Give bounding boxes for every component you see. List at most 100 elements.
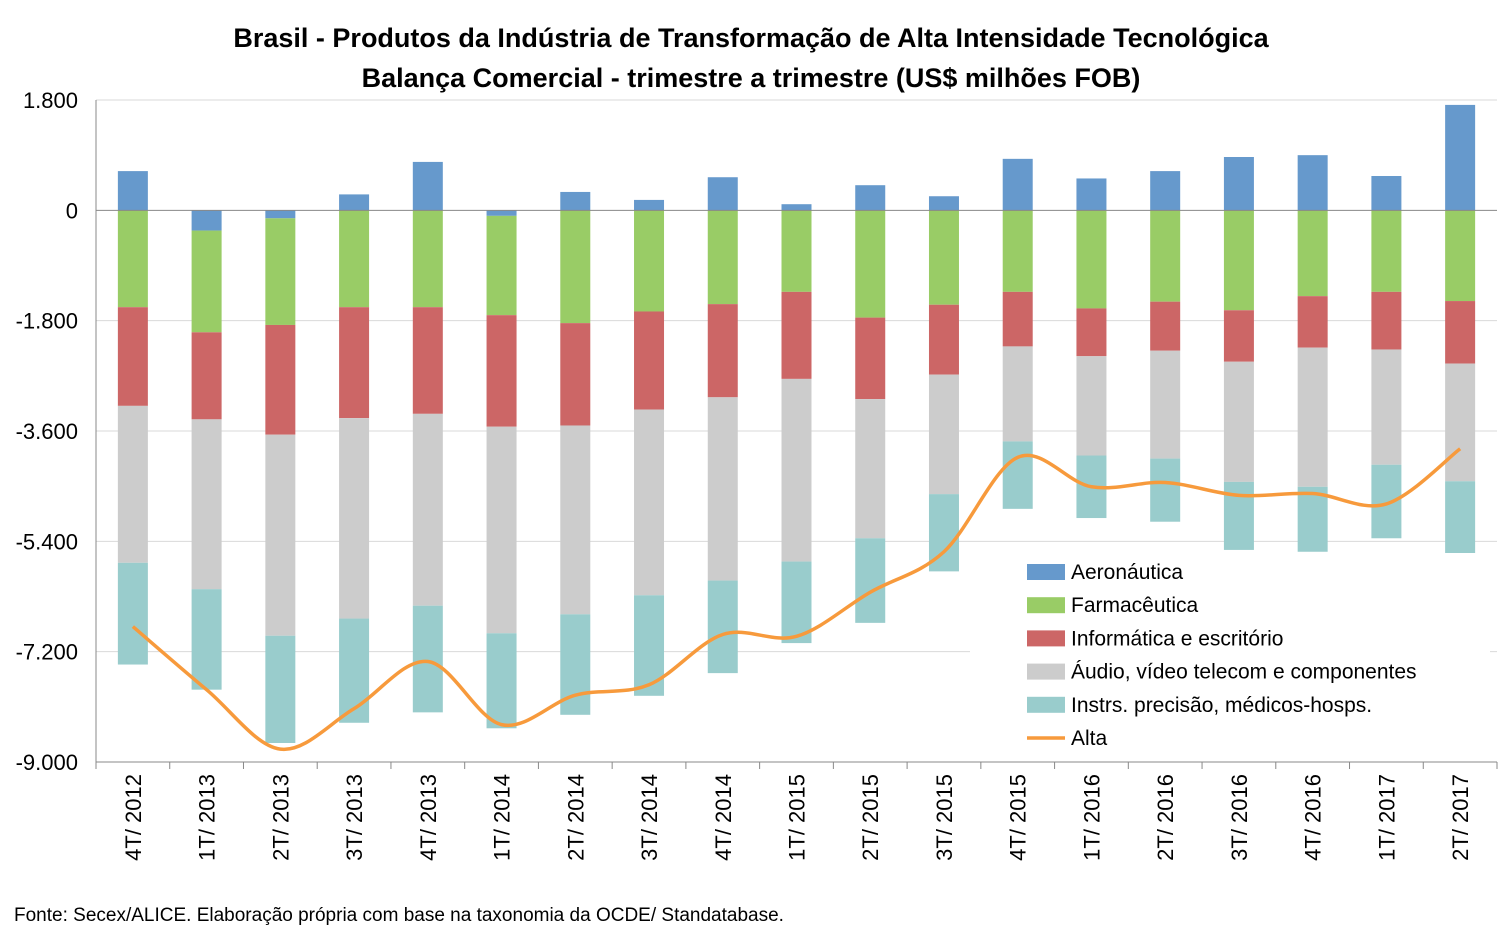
line-alta <box>131 447 1462 751</box>
x-tick-label: 4T/ 2014 <box>711 774 736 861</box>
bar-segment <box>634 210 665 312</box>
bar-segment <box>1223 361 1254 482</box>
x-tick-label: 2T/ 2014 <box>563 774 588 861</box>
x-tick-label: 1T/ 2016 <box>1079 774 1104 861</box>
bar-segment <box>1297 347 1328 487</box>
bar-segment <box>486 633 517 729</box>
bar-segment <box>339 618 370 723</box>
bar-segment <box>265 324 296 435</box>
bar-segment <box>339 210 370 308</box>
bar-segment <box>855 317 886 400</box>
bar-segment <box>928 304 959 375</box>
bar-segment <box>1445 210 1476 302</box>
bar-segment <box>1150 301 1181 351</box>
bar-segment <box>265 218 296 325</box>
bar-segment <box>1223 157 1254 211</box>
bar-segment <box>1076 210 1107 309</box>
legend: Aeronáutica Farmacêutica Informática e esc… <box>970 553 1490 759</box>
legend-label: Instrs. precisão, médicos-hosps. <box>1071 694 1372 717</box>
bar-segment <box>1076 178 1107 211</box>
bar-segment <box>707 580 738 674</box>
bar-segment <box>412 307 443 414</box>
x-tick-label: 3T/ 2016 <box>1227 774 1252 861</box>
legend-label: Áudio, vídeo telecom e componentes <box>1071 661 1417 684</box>
bar-segment <box>781 378 812 562</box>
bar-segment <box>634 409 665 596</box>
y-tick-label: -7.200 <box>16 640 78 665</box>
bar-segment <box>560 323 591 426</box>
bar-segment <box>191 210 222 231</box>
bar-segment <box>1223 210 1254 311</box>
bar-segment <box>1150 210 1181 302</box>
bar-segment <box>928 196 959 211</box>
bar-segment <box>1076 308 1107 357</box>
bar-segment <box>781 291 812 379</box>
chart-subtitle: Balança Comercial - trimestre a trimestr… <box>362 63 1141 93</box>
bar-segment <box>1445 301 1476 364</box>
bar-segment <box>1002 291 1033 347</box>
bar-segment <box>1297 155 1328 211</box>
legend-label: Farmacêutica <box>1071 594 1199 617</box>
bar-segment <box>707 210 738 305</box>
bar-segment <box>1371 210 1402 292</box>
bar-segment <box>855 538 886 623</box>
y-axis-tick-labels: 1.800 0 -1.800 -3.600 -5.400 -7.200 -9.000 <box>16 88 78 775</box>
bar-segment <box>1002 210 1033 292</box>
bar-segment <box>339 418 370 619</box>
bar-segment <box>634 199 665 211</box>
legend-swatch <box>1027 663 1065 680</box>
x-tick-label: 4T/ 2013 <box>416 774 441 861</box>
bar-segment <box>928 210 959 305</box>
legend-label: Aeronáutica <box>1071 561 1183 584</box>
y-tick-label: -9.000 <box>16 750 78 775</box>
y-tick-label: -1.800 <box>16 309 78 334</box>
bar-segment <box>265 434 296 636</box>
bar-segment <box>339 194 370 211</box>
legend-label: Informática e escritório <box>1071 627 1283 650</box>
bar-segment <box>560 191 591 211</box>
bar-segment <box>781 204 812 211</box>
bar-segment <box>1150 350 1181 459</box>
y-tick-label: 1.800 <box>23 88 78 113</box>
bar-segment <box>1002 441 1033 509</box>
y-tick-label: 0 <box>66 198 78 223</box>
x-tick-label: 1T/ 2015 <box>785 774 810 861</box>
bar-segment <box>781 210 812 292</box>
x-tick-label: 1T/ 2017 <box>1374 774 1399 861</box>
x-tick-label: 2T/ 2016 <box>1153 774 1178 861</box>
bar-segment <box>855 185 886 211</box>
bar-segment <box>117 171 148 211</box>
x-axis-tick-labels: 4T/ 2012 1T/ 2013 2T/ 2013 3T/ 2013 4T/ 2013… <box>121 774 1473 861</box>
bar-segment <box>265 210 296 219</box>
x-tick-label: 3T/ 2015 <box>932 774 957 861</box>
line-series <box>131 447 1462 751</box>
bar-segment <box>412 161 443 211</box>
bar-segment <box>1223 481 1254 550</box>
bars <box>117 104 1476 743</box>
bar-segment <box>412 605 443 713</box>
bar-segment <box>1371 176 1402 211</box>
bar-segment <box>117 562 148 665</box>
legend-swatch <box>1027 597 1065 614</box>
x-tick-label: 1T/ 2014 <box>490 774 515 861</box>
bar-segment <box>1371 464 1402 539</box>
bar-segment <box>560 210 591 324</box>
x-tick-label: 1T/ 2013 <box>195 774 220 861</box>
bar-segment <box>117 307 148 406</box>
bar-segment <box>1150 171 1181 211</box>
bar-segment <box>1445 363 1476 482</box>
bar-segment <box>707 397 738 581</box>
bar-segment <box>1445 104 1476 211</box>
x-tick-label: 2T/ 2017 <box>1448 774 1473 861</box>
x-tick-label: 4T/ 2016 <box>1301 774 1326 861</box>
x-tick-label: 2T/ 2013 <box>268 774 293 861</box>
legend-swatch <box>1027 630 1065 647</box>
bar-segment <box>412 210 443 308</box>
bar-segment <box>1002 346 1033 442</box>
x-tick-label: 2T/ 2015 <box>858 774 883 861</box>
chart-title: Brasil - Produtos da Indústria de Transf… <box>233 23 1269 53</box>
bar-segment <box>1002 158 1033 211</box>
y-tick-label: -5.400 <box>16 529 78 554</box>
bar-segment <box>1076 356 1107 456</box>
bar-segment <box>191 419 222 590</box>
